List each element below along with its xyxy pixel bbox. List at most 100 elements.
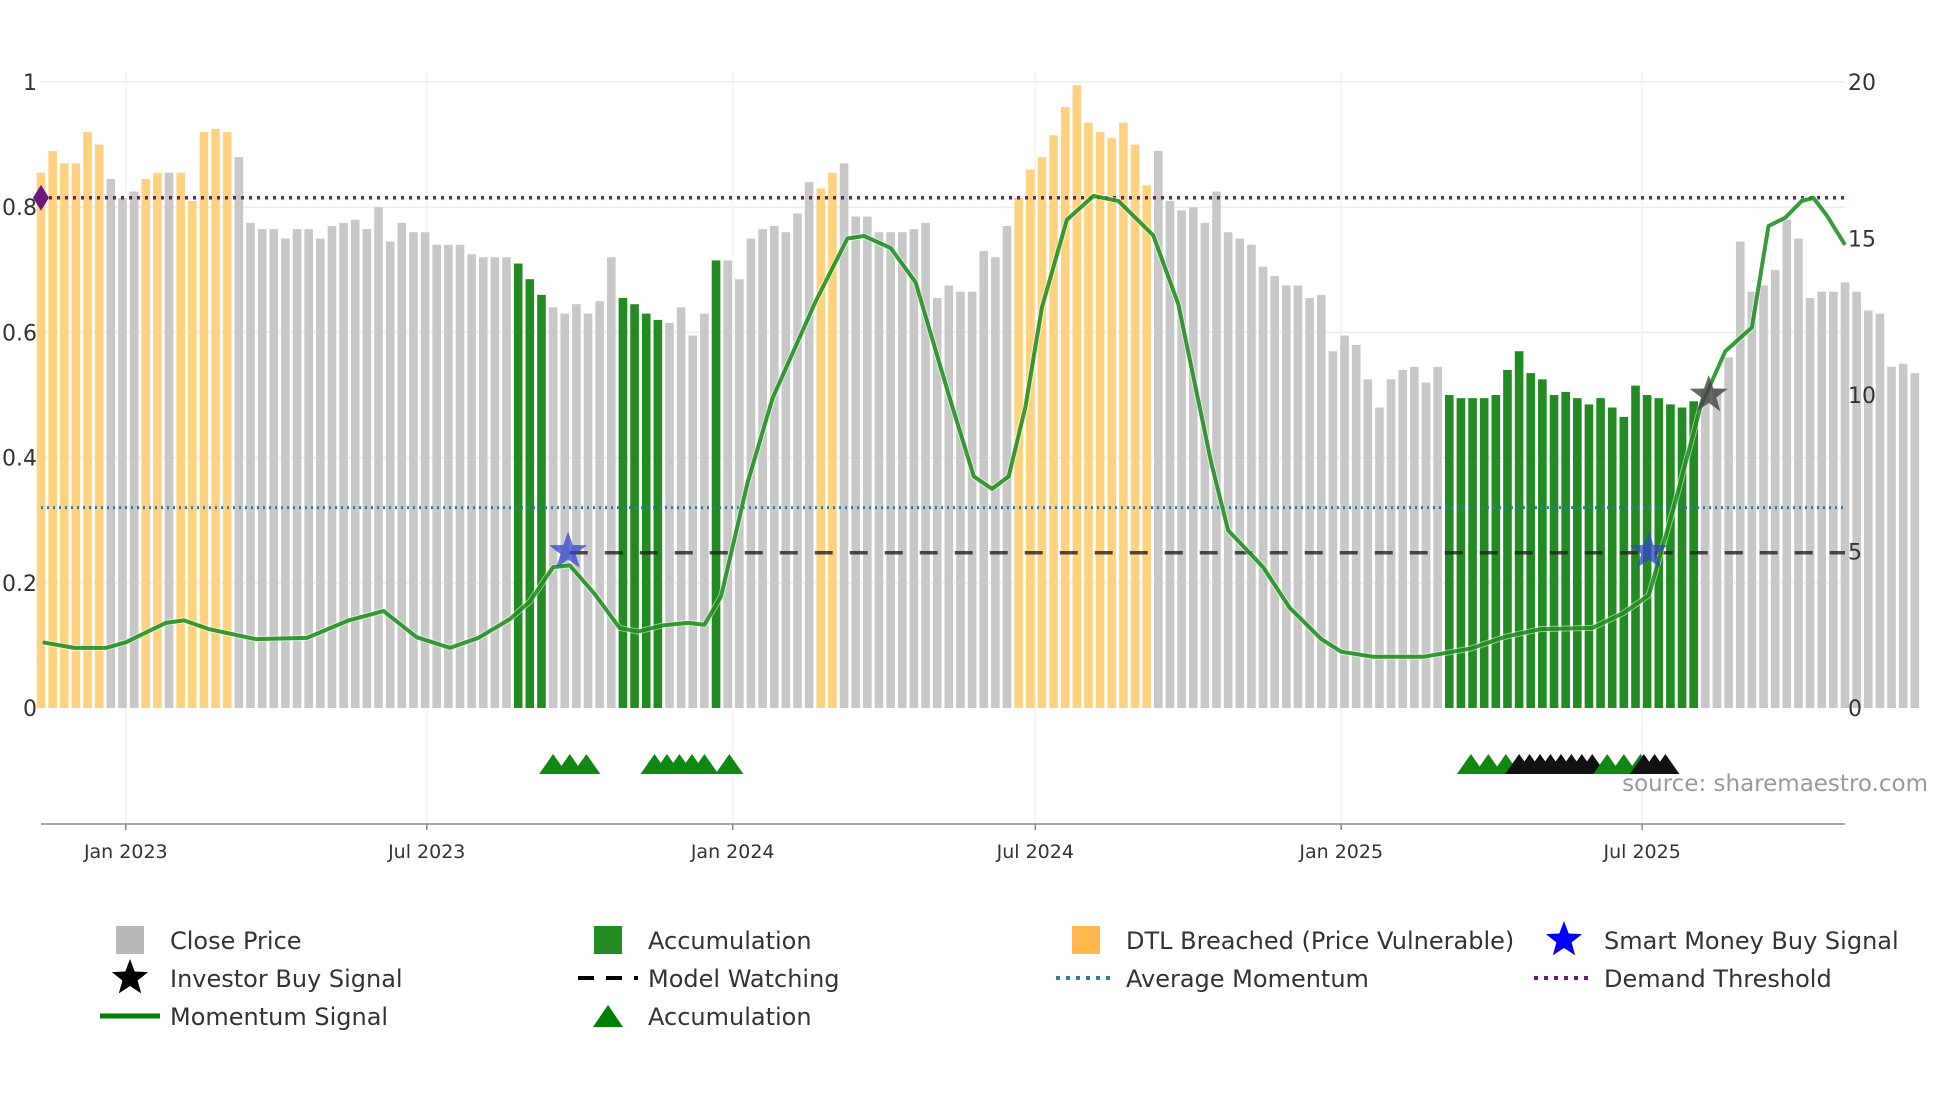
close-price-bar (339, 222, 348, 708)
close-price-bar (129, 191, 139, 709)
dtl-breached-bar (1107, 138, 1117, 709)
close-price-bar (118, 197, 127, 708)
legend-swatch (116, 926, 144, 954)
legend-label: Accumulation (648, 927, 812, 955)
close-price-bar (1200, 222, 1210, 708)
legend-label: Model Watching (648, 965, 840, 993)
close-price-bar (1747, 291, 1757, 708)
close-price-bar (502, 257, 511, 708)
close-price-bar (1817, 291, 1827, 708)
dtl-breached-bar (1072, 85, 1082, 708)
close-price-bar (851, 216, 861, 708)
dtl-breached-bar (187, 200, 197, 708)
accumulation-bar (1573, 398, 1582, 708)
close-price-bar (967, 291, 977, 708)
source-label: source: sharemaestro.com (1622, 771, 1928, 797)
close-price-bar (1177, 210, 1186, 708)
axes: Jan 2023 Jul 2023 Jan 2024 Jul 2024 Jan 2025… (2, 71, 1876, 863)
close-price-bar (1375, 407, 1384, 708)
close-price-bar (1712, 388, 1722, 708)
legend-label: Close Price (170, 927, 302, 955)
dtl-breached-bar (83, 132, 92, 708)
close-price-bar (257, 229, 267, 709)
legend: Close Price Accumulation DTL Breached (Pri… (100, 921, 1899, 1031)
accumulation-bar (1561, 391, 1570, 708)
dtl-breached-bar (1119, 122, 1128, 708)
close-price-bar (1829, 291, 1838, 708)
markers (539, 375, 1728, 774)
dtl-breached-bar (176, 172, 185, 708)
close-price-bar (1188, 207, 1198, 708)
close-price-bar (1223, 232, 1233, 709)
close-price-bar (1235, 238, 1245, 708)
smart-money-buy-star (1629, 531, 1668, 568)
dtl-breached-bar (71, 163, 81, 708)
close-price-bar (1410, 366, 1419, 708)
accumulation-bar (1514, 351, 1524, 708)
black-triangle-marker (1651, 754, 1680, 774)
accumulation-bar (1666, 404, 1675, 708)
dtl-breached-bar (153, 172, 162, 708)
close-price-bar (1270, 276, 1280, 708)
legend-item: Demand Threshold (1534, 965, 1832, 993)
dtl-breached-bar (199, 132, 209, 708)
close-price-bar (583, 313, 593, 708)
close-price-bar (444, 244, 453, 708)
accumulation-bar (525, 279, 535, 708)
legend-item: Close Price (116, 926, 302, 955)
close-price-bar (1386, 379, 1396, 708)
dtl-breached-bar (816, 188, 826, 709)
legend-item: Investor Buy Signal (111, 959, 403, 994)
dtl-breached-bar (36, 172, 46, 708)
close-price-bar (1258, 266, 1268, 708)
close-price-bar (839, 163, 849, 708)
bars (36, 85, 1920, 709)
close-price-bar (781, 232, 791, 709)
close-price-bar (1863, 310, 1873, 708)
close-price-bar (281, 238, 290, 708)
dtl-breached-bar (48, 150, 57, 709)
close-price-bar (1165, 200, 1175, 708)
close-price-bar (374, 207, 383, 708)
close-price-bar (1724, 357, 1733, 708)
accumulation-bar (653, 319, 663, 708)
close-price-bar (1212, 191, 1221, 709)
lines (33, 184, 1848, 660)
dtl-breached-bar (1049, 135, 1058, 708)
legend-triangle-icon (593, 1005, 623, 1027)
close-price-bar (863, 216, 872, 708)
close-price-bar (1305, 297, 1314, 708)
demand-threshold-marker (33, 184, 49, 211)
close-price-bar (362, 229, 372, 709)
close-price-bar (1852, 291, 1861, 708)
close-price-bar (164, 172, 174, 708)
dtl-breached-bar (828, 172, 837, 708)
right-tick-label: 20 (1848, 71, 1876, 96)
close-price-bar (1433, 366, 1442, 708)
close-price-bar (548, 307, 558, 708)
close-price-bar (1887, 366, 1896, 708)
close-price-bar (793, 213, 802, 708)
legend-label: Smart Money Buy Signal (1604, 927, 1899, 955)
close-price-bar (385, 241, 395, 708)
close-price-bar (1247, 244, 1256, 708)
dtl-breached-bar (1060, 107, 1070, 709)
close-price-bar (932, 297, 942, 708)
accumulation-bar (513, 263, 523, 708)
close-price-bar (606, 257, 616, 708)
close-price-bar (1875, 313, 1885, 708)
close-price-bar (804, 182, 814, 708)
close-price-bar (455, 244, 465, 708)
close-price-bar (735, 279, 744, 708)
x-tick-label: Jan 2024 (690, 841, 775, 863)
close-price-bar (409, 232, 418, 709)
close-price-bar (1316, 294, 1326, 708)
close-price-bar (304, 229, 313, 709)
close-price-bar (676, 307, 686, 708)
close-price-bar (1782, 219, 1792, 708)
left-tick-label: 1 (23, 71, 37, 96)
legend-item: Model Watching (578, 965, 840, 993)
close-price-bar (897, 232, 907, 709)
close-price-bar (956, 291, 965, 708)
